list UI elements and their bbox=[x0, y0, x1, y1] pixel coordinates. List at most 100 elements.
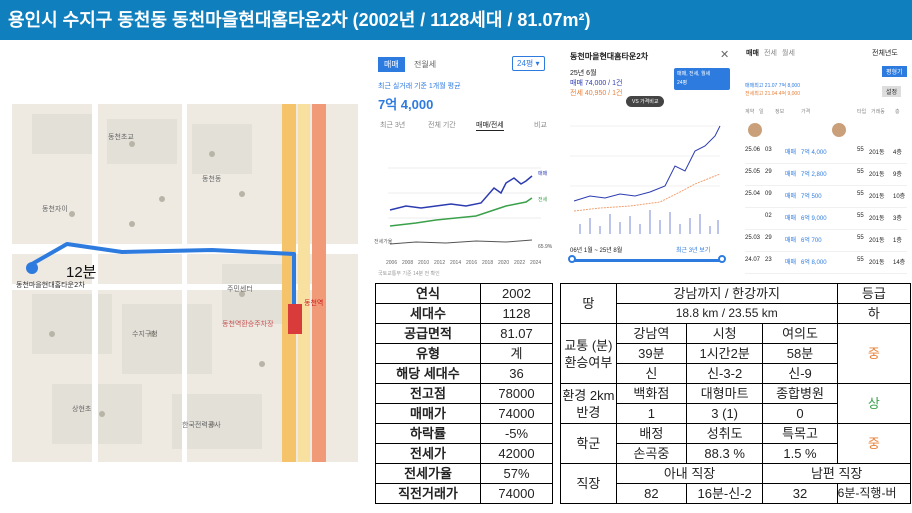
info-label: 매매가 bbox=[375, 403, 481, 424]
env-count: 0 bbox=[762, 403, 838, 424]
env-count: 1 bbox=[615, 403, 687, 424]
x-tick-label: 2020 bbox=[498, 260, 510, 266]
info-label: 직전거래가 bbox=[375, 483, 481, 504]
detail-chart bbox=[570, 125, 721, 234]
trade-tab-jeonse[interactable]: 전세 bbox=[764, 50, 777, 57]
pyeong-button[interactable]: 평형기 bbox=[882, 66, 907, 77]
compare-button[interactable]: VS 가격비교 bbox=[626, 96, 665, 107]
range-link[interactable]: 최근 3년 보기 bbox=[676, 248, 711, 254]
trade-cell-date: 24.07 bbox=[745, 257, 761, 263]
map-label: 주민센터 bbox=[227, 285, 253, 293]
traffic-time: 1시간2분 bbox=[685, 343, 764, 364]
trade-row[interactable]: 25.03 29 매매 6억 700 55 201동 1층 bbox=[745, 230, 907, 252]
info-row: 전세가율 57% bbox=[375, 463, 553, 484]
map-label: 상현초 bbox=[72, 405, 92, 413]
trade-row[interactable]: 25.05 29 매매 7억 2,800 55 201동 9층 bbox=[745, 164, 907, 186]
trade-cell-day: 29 bbox=[765, 235, 772, 241]
traffic-time: 39분 bbox=[615, 343, 687, 364]
trade-cell-date: 25.05 bbox=[745, 169, 761, 175]
filter-button[interactable]: 매매, 전세, 월세 24평 bbox=[674, 68, 730, 90]
trade-cell-type: 매매 bbox=[785, 172, 797, 178]
close-icon[interactable]: ✕ bbox=[720, 49, 730, 61]
traffic-transfer: 신 bbox=[615, 363, 687, 384]
info-row: 해당 세대수 36 bbox=[375, 363, 553, 384]
tab-compare[interactable]: 비교 bbox=[534, 122, 547, 129]
settings-button[interactable]: 설정 bbox=[882, 86, 902, 97]
grade-header: 등급 bbox=[836, 283, 912, 304]
info-row: 공급면적 81.07 bbox=[375, 323, 553, 344]
env-place: 백화점 bbox=[615, 383, 687, 404]
map-label: 동천동 bbox=[202, 175, 222, 183]
ratio-label: 전세가율 bbox=[374, 239, 393, 245]
trade-cell-area: 55 bbox=[857, 235, 864, 241]
trade-cell-type: 매매 bbox=[785, 238, 797, 244]
map-label: 동천자이 bbox=[42, 205, 68, 213]
page-title: 용인시 수지구 동천동 동천마을현대홈타운2차 (2002년 / 1128세대 … bbox=[0, 0, 912, 40]
trade-row[interactable]: 25.04 09 매매 7억 500 55 201동 10층 bbox=[745, 186, 907, 208]
tab-sale-jeonse[interactable]: 매매/전세 bbox=[476, 122, 504, 131]
trade-cell-day: 03 bbox=[765, 147, 772, 153]
trade-header-cell: 정보 bbox=[775, 109, 785, 115]
trade-cell-price: 6억 9,000 bbox=[801, 216, 827, 222]
work-value: 6분-직행-버 bbox=[836, 483, 912, 504]
trade-cell-type: 매매 bbox=[785, 150, 797, 156]
info-label: 전고점 bbox=[375, 383, 481, 404]
x-tick-label: 2008 bbox=[402, 260, 414, 266]
location-table: 땅 강남까지 / 한강까지 등급 18.8 km / 23.55 km 하 교통… bbox=[560, 283, 912, 504]
trade-cell-day: 02 bbox=[765, 213, 772, 219]
trade-cell-dong: 201동 bbox=[869, 172, 885, 178]
info-label: 연식 bbox=[375, 283, 481, 304]
traffic-time: 58분 bbox=[762, 343, 838, 364]
school-grade: 중 bbox=[836, 423, 912, 464]
trade-row[interactable]: 02 매매 6억 9,000 55 201동 3층 bbox=[745, 208, 907, 230]
land-distance: 18.8 km / 23.55 km bbox=[615, 303, 838, 324]
trade-cell-dong: 201동 bbox=[869, 260, 885, 266]
range-slider[interactable] bbox=[572, 259, 722, 262]
info-value: 74000 bbox=[480, 483, 553, 504]
info-row: 매매가 74000 bbox=[375, 403, 553, 424]
map-label: 동천역환승주차장 bbox=[222, 320, 274, 328]
trade-cell-price: 7억 500 bbox=[801, 194, 822, 200]
tab-jeonse[interactable]: 전월세 bbox=[414, 60, 437, 69]
trade-cell-day: 09 bbox=[765, 191, 772, 197]
period-select[interactable]: 24평 ▾ bbox=[512, 56, 545, 71]
trade-header-cell: 타입 bbox=[857, 109, 867, 115]
trade-cell-dong: 201동 bbox=[869, 238, 885, 244]
trade-tab-sale[interactable]: 매매 bbox=[746, 50, 759, 57]
traffic-transfer: 신-3-2 bbox=[685, 363, 764, 384]
traffic-place: 강남역 bbox=[615, 323, 687, 344]
info-label: 하락률 bbox=[375, 423, 481, 444]
info-value: 36 bbox=[480, 363, 553, 384]
map-view[interactable]: 동천초교 동천마을현대홈타운2차 동천역 동천동 수지구청 주민센터 동천자이 … bbox=[12, 104, 358, 462]
info-row: 유형 계 bbox=[375, 343, 553, 364]
filter-label: 매매, 전세, 월세 bbox=[677, 71, 711, 77]
info-row: 전고점 78000 bbox=[375, 383, 553, 404]
trade-cell-date: 25.04 bbox=[745, 191, 761, 197]
trade-row[interactable]: 25.06 03 매매 7억 4,000 55 201동 4층 bbox=[745, 142, 907, 164]
trade-cell-date: 25.06 bbox=[745, 147, 761, 153]
year-filter[interactable]: 전체년도 bbox=[872, 50, 898, 57]
current-price: 7억 4,000 bbox=[378, 97, 434, 112]
range-label: 06년 1월 ~ 25년 8월 bbox=[570, 248, 623, 254]
range-handle-end[interactable] bbox=[718, 255, 726, 263]
avatar bbox=[832, 123, 846, 137]
trade-tab-monthly[interactable]: 월세 bbox=[782, 50, 795, 57]
summary-jeonse-max: 전세최고 21.04 4억 9,000 bbox=[745, 91, 800, 97]
work-value: 82 bbox=[615, 483, 687, 504]
info-value: 74000 bbox=[480, 403, 553, 424]
detail-date: 25년 6월 bbox=[570, 70, 597, 77]
work-label: 직장 bbox=[560, 463, 617, 504]
tab-recent-3y[interactable]: 최근 3년 bbox=[380, 122, 406, 129]
school-header: 특목고 bbox=[762, 423, 838, 444]
price-panel: 매매 전월세 24평 ▾ 최근 실거래 기준 1개월 평균 7억 4,000 최… bbox=[372, 48, 558, 278]
info-value: 42000 bbox=[480, 443, 553, 464]
tab-all-period[interactable]: 전체 기간 bbox=[428, 122, 456, 129]
info-row: 연식 2002 bbox=[375, 283, 553, 304]
tab-sale[interactable]: 매매 bbox=[378, 57, 405, 72]
info-value: 계 bbox=[480, 343, 553, 364]
trade-header-cell: 일 bbox=[759, 109, 764, 115]
trade-row[interactable]: 24.07 23 매매 6억 8,000 55 201동 14층 bbox=[745, 252, 907, 274]
range-handle-start[interactable] bbox=[568, 255, 576, 263]
trade-cell-floor: 14층 bbox=[893, 260, 906, 266]
env-label: 환경 2km반경 bbox=[560, 383, 617, 424]
